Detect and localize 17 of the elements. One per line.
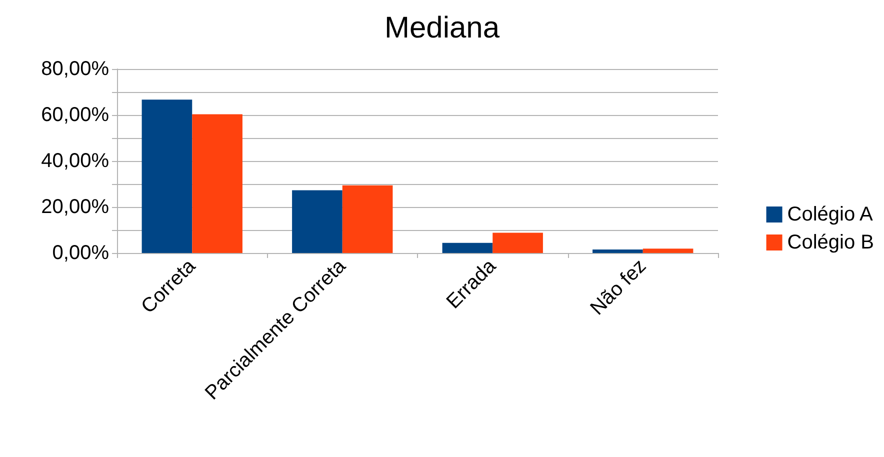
y-tick-label: 80,00%	[41, 58, 110, 80]
y-tick-label: 20,00%	[41, 196, 110, 218]
y-tick-label: 0,00%	[52, 242, 110, 264]
bar	[642, 248, 694, 253]
x-tick-label: Não fez	[586, 255, 651, 320]
y-tick-label: 60,00%	[41, 104, 110, 126]
bar	[342, 185, 393, 253]
legend-label: Colégio A	[787, 204, 874, 226]
bar	[442, 242, 493, 253]
bar	[142, 100, 192, 253]
bar	[292, 190, 342, 253]
bar	[492, 232, 543, 253]
chart-title: Mediana	[384, 12, 500, 44]
y-tick-label: 40,00%	[41, 150, 110, 172]
legend-label: Colégio B	[787, 232, 874, 254]
bar	[592, 250, 643, 253]
bar	[192, 114, 242, 253]
